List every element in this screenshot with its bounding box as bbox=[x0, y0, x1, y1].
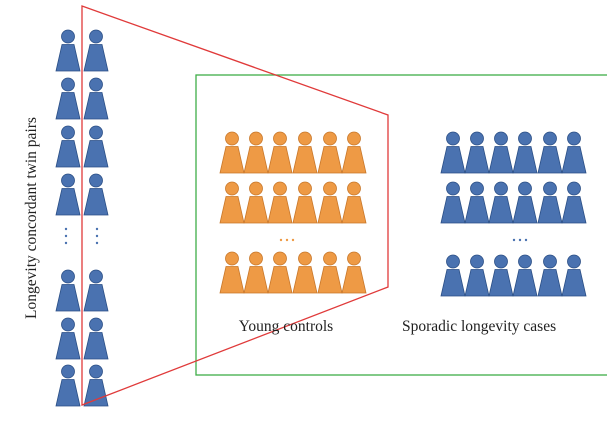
ellipsis-dot bbox=[279, 238, 283, 242]
person-icon bbox=[267, 131, 293, 174]
ellipsis-dot bbox=[64, 234, 68, 238]
person-icon bbox=[537, 254, 563, 297]
person-icon bbox=[55, 29, 81, 72]
person-icon bbox=[55, 77, 81, 120]
person-icon bbox=[440, 131, 466, 174]
person-icon bbox=[55, 364, 81, 407]
person-icon bbox=[243, 131, 269, 174]
person-icon bbox=[219, 131, 245, 174]
person-icon bbox=[464, 181, 490, 224]
person-icon bbox=[83, 317, 109, 360]
ellipsis-dot bbox=[95, 241, 99, 245]
person-icon bbox=[55, 317, 81, 360]
person-icon bbox=[440, 254, 466, 297]
person-icon bbox=[83, 269, 109, 312]
person-icon bbox=[219, 181, 245, 224]
person-icon bbox=[83, 77, 109, 120]
person-icon bbox=[267, 251, 293, 294]
person-icon bbox=[83, 173, 109, 216]
young-controls-label: Young controls bbox=[239, 318, 333, 335]
ellipsis-dot bbox=[95, 234, 99, 238]
person-icon bbox=[537, 131, 563, 174]
person-icon bbox=[55, 125, 81, 168]
young-controls-group bbox=[219, 131, 367, 294]
ellipsis-dot bbox=[64, 227, 68, 231]
person-icon bbox=[341, 131, 367, 174]
person-icon bbox=[488, 254, 514, 297]
person-icon bbox=[317, 251, 343, 294]
sporadic-cases-group bbox=[440, 131, 587, 297]
person-icon bbox=[83, 29, 109, 72]
person-icon bbox=[464, 254, 490, 297]
person-icon bbox=[292, 131, 318, 174]
ellipsis-dot bbox=[524, 238, 528, 242]
person-icon bbox=[243, 181, 269, 224]
person-icon bbox=[317, 181, 343, 224]
ellipsis-dot bbox=[512, 238, 516, 242]
ellipsis-dot bbox=[518, 238, 522, 242]
person-icon bbox=[512, 181, 538, 224]
green-box bbox=[195, 74, 607, 376]
person-icon bbox=[55, 269, 81, 312]
sporadic-cases-label: Sporadic longevity cases bbox=[402, 318, 556, 335]
person-icon bbox=[341, 251, 367, 294]
person-icon bbox=[341, 181, 367, 224]
person-icon bbox=[512, 131, 538, 174]
person-icon bbox=[561, 131, 587, 174]
person-icon bbox=[537, 181, 563, 224]
person-icon bbox=[488, 181, 514, 224]
person-icon bbox=[55, 173, 81, 216]
person-icon bbox=[317, 131, 343, 174]
person-icon bbox=[561, 181, 587, 224]
side-label: Longevity concordant twin pairs bbox=[23, 117, 40, 319]
person-icon bbox=[292, 251, 318, 294]
person-icon bbox=[464, 131, 490, 174]
ellipsis-dot bbox=[285, 238, 289, 242]
ellipsis-dot bbox=[95, 227, 99, 231]
twin-pairs-column bbox=[55, 29, 109, 407]
person-icon bbox=[83, 364, 109, 407]
person-icon bbox=[219, 251, 245, 294]
selection-trapezoid bbox=[81, 5, 389, 406]
person-icon bbox=[292, 181, 318, 224]
person-icon bbox=[512, 254, 538, 297]
person-icon bbox=[488, 131, 514, 174]
person-icon bbox=[243, 251, 269, 294]
person-icon bbox=[561, 254, 587, 297]
person-icon bbox=[267, 181, 293, 224]
ellipsis-dot bbox=[291, 238, 295, 242]
person-icon bbox=[83, 125, 109, 168]
person-icon bbox=[440, 181, 466, 224]
ellipsis-dot bbox=[64, 241, 68, 245]
